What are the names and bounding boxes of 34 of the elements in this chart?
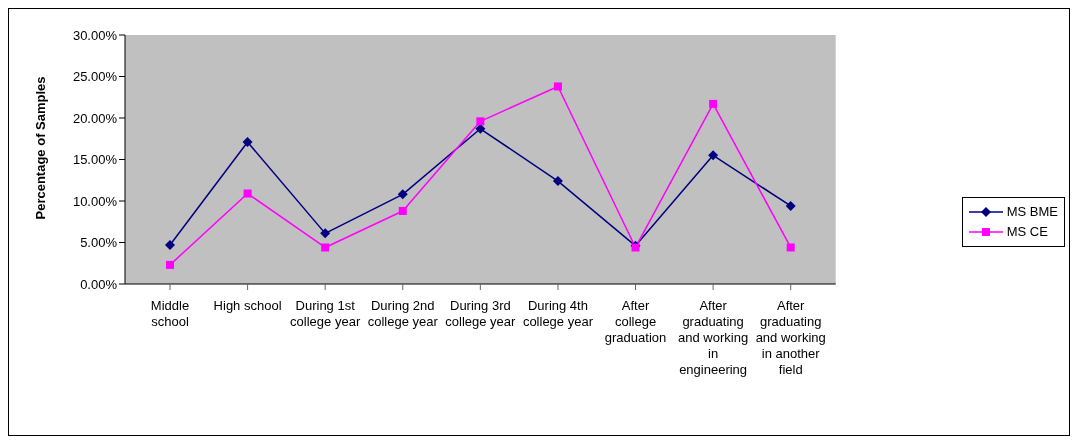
y-tick-label: 25.00%: [72, 69, 118, 85]
x-tick-label: During 4th college year: [522, 298, 594, 329]
x-tick-label: During 1st college year: [290, 298, 361, 329]
x-tick-label: After graduating and working in another field: [755, 298, 826, 377]
point: [321, 243, 330, 252]
point: [243, 189, 252, 198]
x-tick-label: After college graduation: [604, 298, 667, 345]
x-tick-label: High school: [213, 298, 282, 313]
point: [320, 228, 331, 239]
x-tick-label: After graduating and working in engineering: [678, 298, 749, 377]
point: [552, 176, 563, 187]
y-tick-label: 10.00%: [72, 193, 118, 209]
point: [476, 117, 485, 126]
point: [786, 243, 795, 252]
y-tick-label: 20.00%: [72, 110, 118, 126]
point: [397, 189, 408, 200]
point: [709, 99, 718, 108]
point: [165, 239, 175, 250]
x-tick-label: During 3rd college year: [445, 298, 517, 329]
y-axis-title: Percentage of Samples: [32, 76, 48, 220]
y-tick-label: 30.00%: [72, 27, 118, 43]
legend-label: MS BME: [1006, 203, 1058, 221]
point: [166, 260, 174, 269]
point: [708, 150, 719, 161]
point: [398, 206, 407, 215]
x-tick-label: During 2nd college year: [367, 298, 439, 329]
legend-label: MS CE: [1006, 223, 1048, 241]
y-tick-label: 0.00%: [80, 276, 118, 292]
point: [242, 137, 253, 148]
point: [553, 82, 562, 91]
y-tick-label: 15.00%: [72, 152, 118, 168]
y-tick-label: 5.00%: [80, 235, 118, 251]
x-tick-label: Middle school: [150, 298, 190, 329]
point: [785, 200, 796, 211]
